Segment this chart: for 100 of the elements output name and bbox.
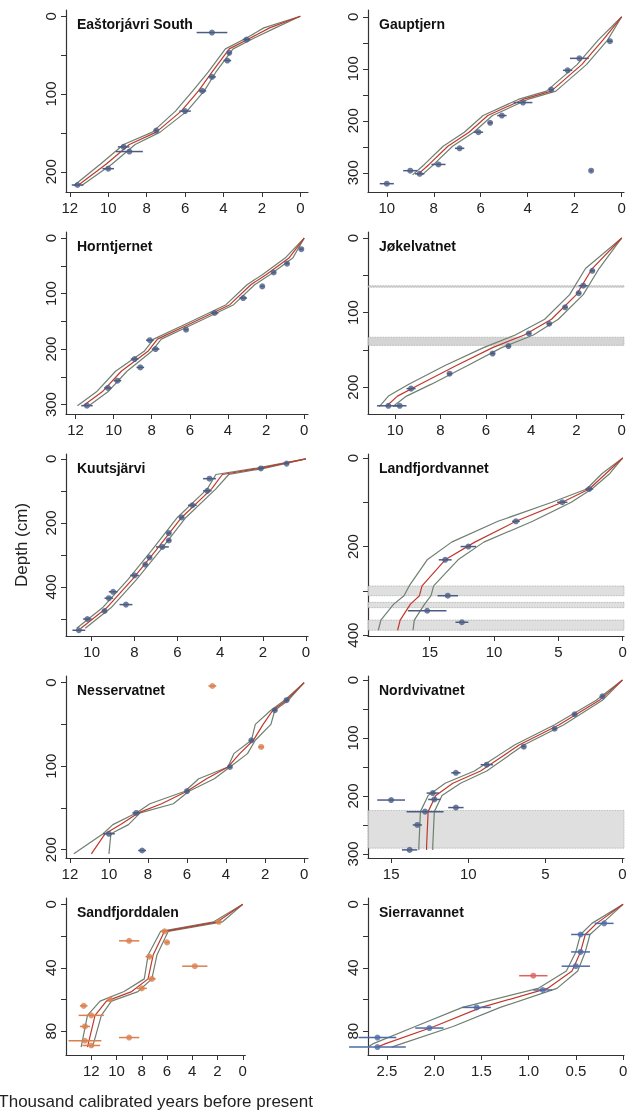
y-tick-label: 0 <box>42 233 59 243</box>
x-tick-label: 1.0 <box>518 1062 540 1079</box>
y-axis-title: Depth (cm) <box>12 502 31 588</box>
chart-title: Landfjordvannet <box>379 460 490 476</box>
x-tick-label: 8 <box>147 421 156 438</box>
x-tick-label: 0 <box>296 199 305 216</box>
y-tick-label: 100 <box>42 281 59 307</box>
y-tick-label: 300 <box>42 392 59 418</box>
y-tick-label: 0 <box>42 454 59 463</box>
x-tick-label: 0 <box>618 643 627 660</box>
chart-title: Jøkelvatnet <box>379 238 457 254</box>
x-tick-label: 10 <box>99 199 117 216</box>
y-tick-label: 200 <box>42 510 59 536</box>
x-tick-label: 5 <box>541 865 550 882</box>
y-tick-label: 200 <box>42 159 59 185</box>
y-tick-label: 200 <box>42 837 59 863</box>
x-tick-label: 8 <box>436 421 445 438</box>
chart-title: Nordvivatnet <box>379 682 465 698</box>
x-tick-label: 6 <box>185 421 195 438</box>
y-tick-label: 400 <box>344 622 361 648</box>
x-tick-label: 5 <box>554 643 563 660</box>
chart-title: Gauptjern <box>379 16 446 32</box>
x-tick-label: 4 <box>216 643 225 660</box>
y-tick-label: 200 <box>42 336 59 362</box>
y-tick-label: 0 <box>42 900 59 909</box>
y-tick-label: 0 <box>344 453 361 463</box>
x-tick-label: 0 <box>300 421 309 438</box>
y-tick-label: 0 <box>344 675 361 685</box>
x-tick-label: 6 <box>476 199 485 216</box>
x-tick-label: 4 <box>523 199 532 216</box>
x-tick-label: 0 <box>617 421 626 438</box>
x-tick-label: 4 <box>221 865 231 882</box>
x-tick-label: 8 <box>429 199 438 216</box>
x-tick-label: 8 <box>142 199 151 216</box>
x-tick-label: 4 <box>188 1062 197 1079</box>
x-tick-label: 0 <box>618 1062 628 1079</box>
y-tick-label: 40 <box>344 959 361 977</box>
x-tick-label: 6 <box>182 865 192 882</box>
x-tick-label: 2 <box>258 643 268 660</box>
text: Nesservatnet <box>77 682 166 698</box>
x-tick-label: 0 <box>618 865 627 882</box>
y-tick-label: 100 <box>42 753 59 779</box>
x-tick-label: 6 <box>173 643 182 660</box>
y-tick-label: 100 <box>344 300 361 326</box>
y-tick-label: 300 <box>344 160 361 186</box>
y-tick-label: 200 <box>344 534 361 560</box>
x-tick-label: 2.5 <box>376 1062 398 1079</box>
x-tick-label: 12 <box>67 421 84 438</box>
x-tick-label: 10 <box>105 421 122 438</box>
x-tick-label: 0 <box>301 643 311 660</box>
y-tick-label: 200 <box>344 783 361 809</box>
y-tick-label: 0 <box>42 678 59 687</box>
x-tick-label: 2 <box>257 199 267 216</box>
chart-title: Eaštorjávri South <box>77 16 193 32</box>
x-tick-label: 12 <box>82 1062 100 1079</box>
x-tick-label: 10 <box>83 643 101 660</box>
x-tick-label: 4 <box>223 421 233 438</box>
x-tick-label: 2 <box>261 421 271 438</box>
chart-title: Horntjernet <box>77 238 153 254</box>
chart-title: Sandfjorddalen <box>77 904 179 920</box>
x-tick-label: 0 <box>299 865 309 882</box>
x-tick-label: 2 <box>260 865 270 882</box>
y-tick-label: 100 <box>344 56 361 82</box>
x-tick-label: 2 <box>572 421 581 438</box>
x-tick-label: 4 <box>526 421 536 438</box>
x-tick-label: 10 <box>108 1062 125 1079</box>
x-tick-label: 8 <box>143 865 153 882</box>
x-tick-label: 10 <box>386 421 404 438</box>
x-tick-label: 0 <box>238 1062 247 1079</box>
y-tick-label: 200 <box>344 108 361 134</box>
x-tick-label: 8 <box>130 643 139 660</box>
x-tick-label: 2 <box>213 1062 222 1079</box>
y-tick-label: 80 <box>42 1022 59 1040</box>
x-tick-label: 0 <box>617 199 626 216</box>
x-tick-label: 0.5 <box>565 1062 587 1079</box>
x-tick-label: 15 <box>382 865 400 882</box>
x-tick-label: 10 <box>485 643 503 660</box>
x-tick-label: 12 <box>61 199 79 216</box>
y-tick-label: 300 <box>344 841 361 867</box>
y-tick-label: 0 <box>344 12 361 21</box>
chart-title: Kuutsjärvi <box>77 460 146 476</box>
y-tick-label: 100 <box>344 725 361 751</box>
x-tick-label: 6 <box>481 421 490 438</box>
y-tick-label: 0 <box>344 900 361 909</box>
y-tick-label: 100 <box>42 81 59 107</box>
y-tick-label: 0 <box>42 12 59 21</box>
x-tick-label: 12 <box>61 865 79 882</box>
x-tick-label: 4 <box>219 199 228 216</box>
y-tick-label: 200 <box>344 374 361 400</box>
x-tick-label: 8 <box>137 1062 146 1079</box>
chart-title: Sierravannet <box>379 904 465 920</box>
y-tick-label: 400 <box>42 574 59 600</box>
x-tick-label: 6 <box>162 1062 172 1079</box>
x-tick-label: 6 <box>180 199 190 216</box>
x-tick-label: 10 <box>100 865 118 882</box>
x-tick-label: 10 <box>378 199 396 216</box>
x-tick-label: 10 <box>459 865 477 882</box>
x-tick-label: 1.5 <box>470 1062 492 1079</box>
y-tick-label: 0 <box>344 233 361 243</box>
y-tick-label: 80 <box>344 1022 361 1040</box>
